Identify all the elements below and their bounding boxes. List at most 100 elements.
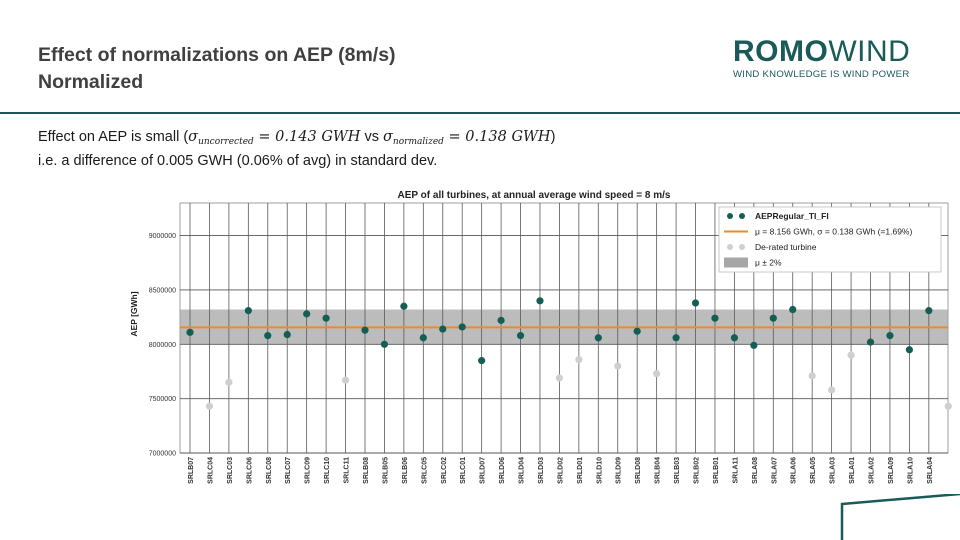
x-tick-label: SRLC01 [460, 457, 467, 484]
data-point [691, 299, 700, 307]
logo-word-bold: ROMO [733, 35, 829, 68]
x-tick-label: SRLD04 [519, 457, 526, 484]
data-point [458, 323, 466, 331]
logo-tagline: WIND KNOWLEDGE IS WIND POWER [733, 69, 910, 80]
data-point [516, 332, 525, 340]
data-point [186, 328, 194, 336]
data-point [303, 310, 311, 318]
x-tick-label: SRLA06 [791, 457, 798, 484]
y-axis-label: AEP [GWh] [129, 291, 139, 336]
value-normalized: = 0.138 [443, 129, 512, 145]
aep-scatter-chart: 7000000 7500000 8000000 8500000 9000000 SRLB0… [129, 190, 952, 484]
x-tick-label: SRLC03 [227, 457, 234, 484]
derated-point [575, 355, 583, 364]
header-divider [0, 112, 960, 114]
data-point [633, 327, 641, 335]
derated-point [341, 376, 350, 384]
corner-decoration [840, 494, 960, 540]
x-tick-label: SRLD02 [557, 457, 564, 484]
derated-point [205, 402, 214, 410]
x-tick-label: SRLD01 [577, 457, 584, 484]
derated-point [808, 372, 816, 380]
company-logo: ROMOWIND WIND KNOWLEDGE IS WIND POWER [733, 36, 933, 82]
data-point [925, 307, 933, 315]
legend-label: AEPRegular_TI_FI [755, 211, 829, 221]
sigma-normalized: σnormalized [383, 129, 444, 147]
legend-marker-dot [727, 213, 733, 219]
data-point [419, 334, 427, 342]
x-tick-label: SRLA05 [810, 457, 817, 484]
derated-point [653, 370, 661, 378]
data-point [497, 316, 505, 324]
y-tick-label: 8500000 [149, 287, 176, 294]
data-point [380, 340, 389, 348]
sigma-symbol-2: σ [383, 129, 393, 145]
data-point [244, 307, 252, 315]
legend-label: μ = 8.156 GWh, σ = 0.138 GWh (=1.69%) [755, 227, 912, 237]
x-tick-label: SRLD03 [538, 457, 545, 484]
data-point [711, 314, 719, 322]
x-tick-label: SRLC07 [285, 457, 292, 484]
vs-text: vs [360, 129, 384, 145]
x-tick-label: SRLA02 [869, 457, 876, 484]
x-tick-label: SRLA04 [927, 457, 934, 484]
summary-line-1: Effect on AEP is small (σuncorrected = 0… [38, 128, 555, 152]
y-tick-label: 7500000 [149, 396, 176, 403]
data-point [672, 334, 680, 342]
y-tick-label: 7000000 [149, 451, 176, 458]
y-tick-label: 9000000 [149, 233, 176, 240]
sigma-symbol-1: σ [188, 129, 199, 145]
data-point [769, 314, 777, 322]
page-title: Effect of normalizations on AEP (8m/s) N… [38, 42, 396, 96]
x-tick-label: SRLA03 [830, 457, 837, 484]
legend-marker-dot [739, 244, 745, 250]
logo-word-light: WIND [828, 35, 911, 68]
data-point [439, 325, 447, 333]
x-tick-label: SRLB08 [363, 457, 370, 484]
legend-marker-dot [727, 244, 733, 250]
x-tick-label: SRLC11 [344, 457, 351, 484]
x-tick-label: SRLC05 [421, 457, 428, 484]
x-tick-label: SRLC04 [207, 457, 214, 484]
data-point [283, 330, 291, 339]
data-point [789, 305, 797, 314]
x-tick-label: SRLD08 [635, 457, 642, 484]
unit-normalized: GWH [511, 129, 551, 145]
legend-marker-dot [739, 213, 745, 219]
data-point [361, 326, 369, 334]
x-tick-label: SRLB03 [674, 457, 681, 484]
x-tick-label: SRLB04 [655, 457, 662, 484]
x-tick-label: SRLC06 [246, 457, 253, 484]
sigma-uncorrected: σuncorrected [188, 129, 254, 147]
x-tick-label: SRLA10 [907, 457, 914, 484]
x-tick-label: SRLD09 [616, 457, 623, 484]
data-point [594, 334, 602, 342]
x-tick-label: SRLA11 [732, 457, 739, 484]
x-tick-label: SRLA09 [888, 457, 895, 484]
data-point [750, 341, 758, 349]
data-point [730, 334, 739, 342]
derated-point [555, 374, 564, 382]
data-point [886, 332, 894, 340]
data-point [536, 297, 544, 305]
summary-line-2: i.e. a difference of 0.005 GWH (0.06% of… [38, 153, 438, 169]
derated-point [828, 386, 836, 394]
legend-box [718, 206, 942, 273]
x-tick-label: SRLB01 [713, 457, 720, 484]
subscript-normalized: normalized [392, 137, 444, 147]
data-point [264, 332, 272, 340]
subscript-uncorrected: uncorrected [198, 137, 254, 147]
data-point [905, 346, 913, 354]
y-tick-label: 8000000 [149, 342, 176, 349]
legend-marker-band [724, 257, 748, 268]
x-tick-label: SRLC09 [305, 457, 312, 484]
value-uncorrected: = 0.143 [253, 129, 322, 145]
x-tick-label: SRLB05 [382, 457, 389, 484]
unit-uncorrected: GWH [321, 129, 361, 145]
chart-title: AEP of all turbines, at annual average w… [398, 190, 671, 201]
data-point [866, 338, 875, 346]
logo-wordmark: ROMOWIND [733, 36, 933, 68]
summary-prefix: Effect on AEP is small ( [38, 129, 189, 145]
x-tick-label: SRLA08 [752, 457, 759, 484]
legend-label: De-rated turbine [755, 242, 817, 252]
